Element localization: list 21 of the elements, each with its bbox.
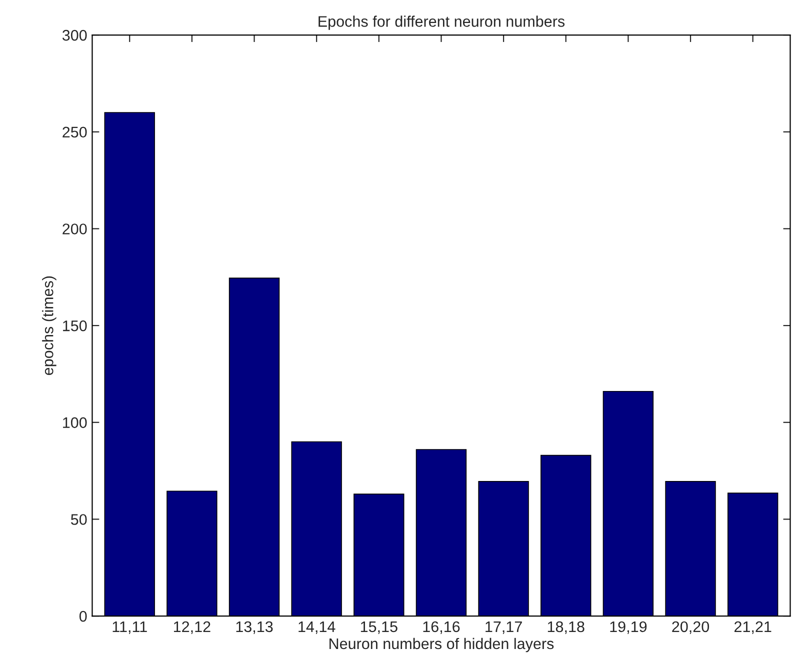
chart-title: Epochs for different neuron numbers: [318, 16, 565, 30]
x-tick-label: 12,12: [174, 621, 210, 634]
y-tick-label: 100: [63, 417, 87, 428]
x-tick-label: 16,16: [423, 621, 460, 634]
x-tick-label: 14,14: [298, 621, 336, 634]
y-tick-label: 200: [62, 224, 87, 234]
x-axis-title: Neuron numbers of hidden layers: [330, 638, 554, 652]
x-tick-label: 18,18: [548, 621, 584, 634]
x-tick-label: 11,11: [112, 621, 147, 634]
x-tick-label: 21,21: [734, 621, 772, 634]
x-tick-label: 17,17: [486, 621, 522, 634]
x-tick-label: 13,13: [236, 621, 273, 634]
y-tick-label: 50: [70, 514, 87, 525]
y-axis-title: epochs (times): [42, 276, 56, 375]
x-tick-label: 15,15: [360, 621, 398, 634]
y-tick-label: 300: [62, 30, 87, 41]
y-tick-label: 150: [63, 320, 87, 332]
x-tick-label: 20,20: [672, 621, 710, 634]
y-tick-label: 0: [79, 610, 87, 622]
x-tick-label: 19,19: [610, 621, 647, 634]
y-tick-label: 250: [62, 126, 87, 138]
